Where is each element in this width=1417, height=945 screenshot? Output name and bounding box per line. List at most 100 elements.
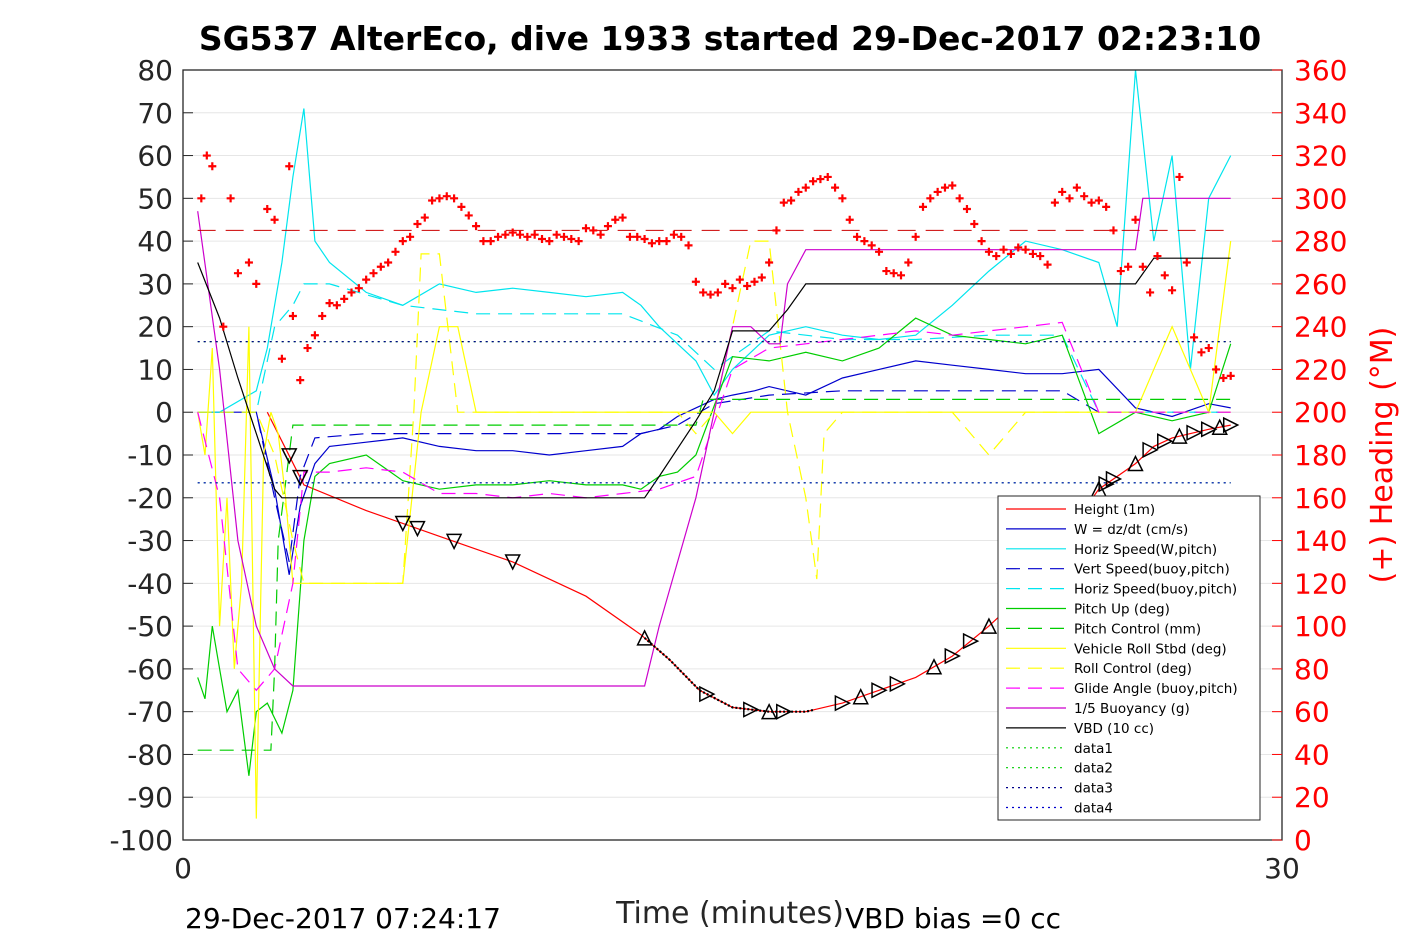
heading-point (1065, 194, 1074, 203)
heading-point (1080, 192, 1089, 201)
heading-point (984, 247, 993, 256)
left-tick-label: -70 (127, 696, 173, 729)
heading-point (611, 215, 620, 224)
legend-label: data3 (1074, 781, 1113, 797)
left-tick-label: 20 (137, 311, 173, 344)
heading-point (310, 331, 319, 340)
heading-point (1175, 172, 1184, 181)
left-tick-label: 50 (137, 182, 173, 215)
dive-marker (636, 629, 653, 646)
heading-point (845, 215, 854, 224)
heading-point (1102, 202, 1111, 211)
heading-point (1138, 262, 1147, 271)
heading-point (589, 226, 598, 235)
right-tick-label: 0 (1294, 824, 1312, 857)
left-tick-label: -30 (127, 525, 173, 558)
heading-point (992, 252, 1001, 261)
right-tick-label: 80 (1294, 653, 1330, 686)
dive-marker (1142, 441, 1159, 459)
left-tick-label: -40 (127, 567, 173, 600)
heading-point (699, 288, 708, 297)
plot-area (197, 69, 1240, 819)
heading-point (354, 284, 363, 293)
heading-point (962, 205, 971, 214)
heading-point (640, 234, 649, 243)
dive-marker (834, 694, 852, 712)
heading-point (391, 247, 400, 256)
heading-point (633, 232, 642, 241)
heading-point (226, 194, 235, 203)
heading-point (332, 301, 341, 310)
heading-point (1153, 252, 1162, 261)
heading-point (384, 258, 393, 267)
dive-marker (409, 520, 426, 538)
left-tick-label: 60 (137, 140, 173, 173)
heading-point (765, 258, 774, 267)
legend-label: Vert Speed(buoy,pitch) (1074, 562, 1230, 578)
heading-point (897, 271, 906, 280)
heading-point (457, 202, 466, 211)
heading-point (728, 284, 737, 293)
heading-point (340, 294, 349, 303)
legend-label: data1 (1074, 741, 1113, 757)
dive-marker (394, 515, 412, 533)
heading-point (398, 237, 407, 246)
heading-point (743, 282, 752, 291)
legend-label: Roll Control (deg) (1074, 661, 1192, 677)
heading-point (889, 269, 898, 278)
heading-point (516, 230, 525, 239)
heading-point (823, 172, 832, 181)
heading-point (545, 237, 554, 246)
heading-point (955, 194, 964, 203)
heading-point (713, 288, 722, 297)
heading-point (926, 194, 935, 203)
dive-marker (944, 647, 961, 665)
right-tick-label: 120 (1294, 567, 1347, 600)
series-line-horiz-speed-buoy-pitch (197, 283, 1231, 413)
heading-point (325, 299, 334, 308)
heading-point (618, 213, 627, 222)
heading-point (318, 311, 327, 320)
dive-marker (1222, 416, 1240, 434)
right-tick-label: 200 (1294, 396, 1347, 429)
heading-point (567, 234, 576, 243)
heading-point (706, 290, 715, 299)
right-tick-label: 140 (1294, 525, 1347, 558)
dive-marker (699, 685, 716, 703)
dive-marker (1200, 421, 1218, 438)
left-tick-label: 80 (137, 54, 173, 87)
heading-point (1094, 196, 1103, 205)
dive-marker (504, 554, 521, 571)
x-tick-label: 0 (174, 852, 192, 885)
dive-marker (925, 658, 943, 675)
right-tick-label: 100 (1294, 610, 1347, 643)
heading-point (233, 269, 242, 278)
right-tick-label: 60 (1294, 696, 1330, 729)
right-y-axis-label: (+) Heading (°M) (1365, 327, 1400, 584)
heading-point (1014, 243, 1023, 252)
heading-point (1226, 371, 1235, 380)
dive-marker (1157, 433, 1174, 450)
heading-point (494, 232, 503, 241)
heading-point (882, 267, 891, 276)
left-tick-label: 40 (137, 225, 173, 258)
dive-marker (871, 682, 888, 699)
left-tick-label: -90 (127, 781, 173, 814)
legend-label: Glide Angle (buoy,pitch) (1074, 681, 1238, 697)
series-line-roll-control-deg (197, 240, 1231, 584)
heading-point (757, 273, 766, 282)
heading-point (538, 234, 547, 243)
heading-point (647, 239, 656, 248)
heading-point (581, 224, 590, 233)
series-line-glide-angle-buoy-pitch (197, 321, 1231, 692)
heading-point (263, 205, 272, 214)
right-tick-label: 160 (1294, 482, 1347, 515)
right-tick-label: 180 (1294, 439, 1347, 472)
right-tick-label: 300 (1294, 182, 1347, 215)
heading-point (904, 258, 913, 267)
dive-marker (889, 675, 907, 693)
dive-marker (962, 632, 980, 650)
heading-point (999, 245, 1008, 254)
heading-point (1146, 288, 1155, 297)
heading-point (1087, 198, 1096, 207)
